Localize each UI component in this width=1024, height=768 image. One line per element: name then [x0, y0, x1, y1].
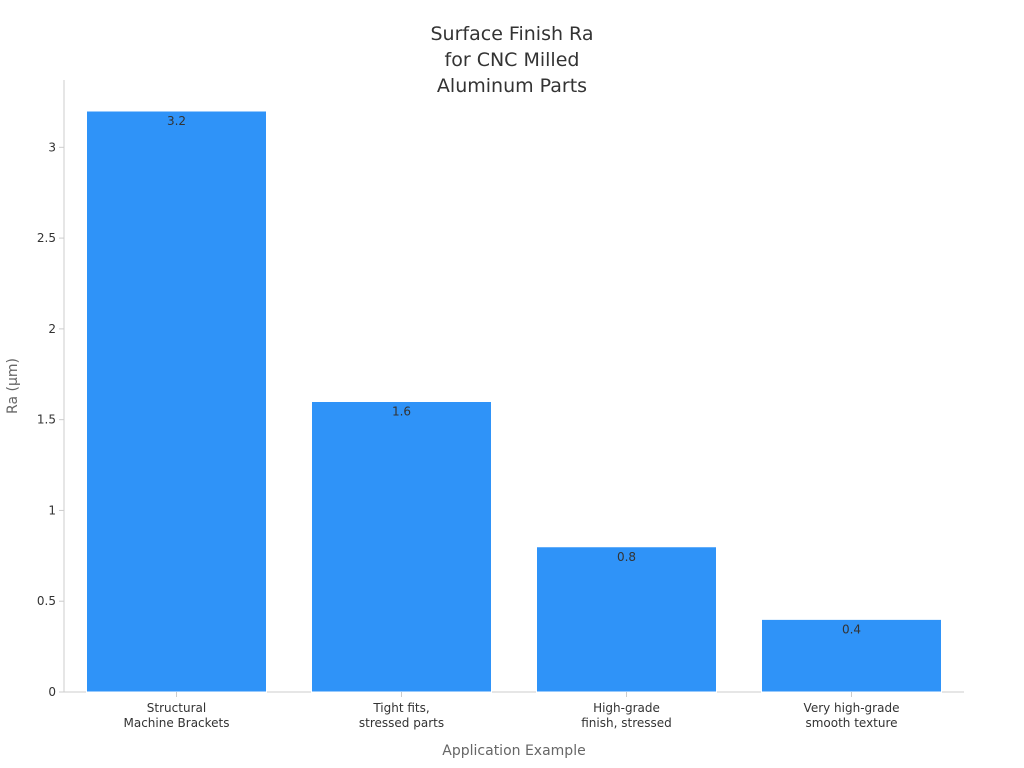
chart-title-line: Aluminum Parts	[437, 75, 587, 97]
x-tick-label: smooth texture	[805, 716, 897, 730]
x-tick-label: finish, stressed	[581, 716, 672, 730]
y-tick-label: 2.5	[37, 231, 56, 245]
y-tick-label: 2	[48, 322, 56, 336]
bar	[86, 110, 267, 693]
x-axis-title: Application Example	[442, 743, 585, 759]
x-tick-label: stressed parts	[359, 716, 444, 730]
bar	[536, 546, 717, 693]
x-tick-label: Machine Brackets	[123, 716, 229, 730]
y-tick-label: 3	[48, 140, 56, 154]
bar-value-label: 0.8	[617, 550, 636, 564]
bar-value-label: 0.4	[842, 622, 861, 636]
chart-title-line: for CNC Milled	[445, 49, 580, 71]
x-tick-label: Structural	[147, 701, 206, 715]
y-tick-label: 1	[48, 503, 56, 517]
bar	[311, 401, 492, 693]
x-tick-label: High-grade	[593, 701, 660, 715]
chart-title: Surface Finish Ra for CNC Milled Aluminum …	[431, 23, 594, 97]
chart-title-line: Surface Finish Ra	[431, 23, 594, 45]
bar-value-label: 1.6	[392, 405, 411, 419]
y-axis-title: Ra (µm)	[5, 358, 21, 414]
bar-value-label: 3.2	[167, 114, 186, 128]
x-tick-label: Tight fits,	[372, 701, 429, 715]
bars	[86, 110, 942, 693]
bar	[761, 618, 942, 693]
data-labels: 3.2 1.6 0.8 0.4	[167, 114, 861, 636]
y-tick-label: 1.5	[37, 413, 56, 427]
x-tick-label: Very high-grade	[804, 701, 900, 715]
y-tick-label: 0.5	[37, 594, 56, 608]
y-tick-label: 0	[48, 685, 56, 699]
